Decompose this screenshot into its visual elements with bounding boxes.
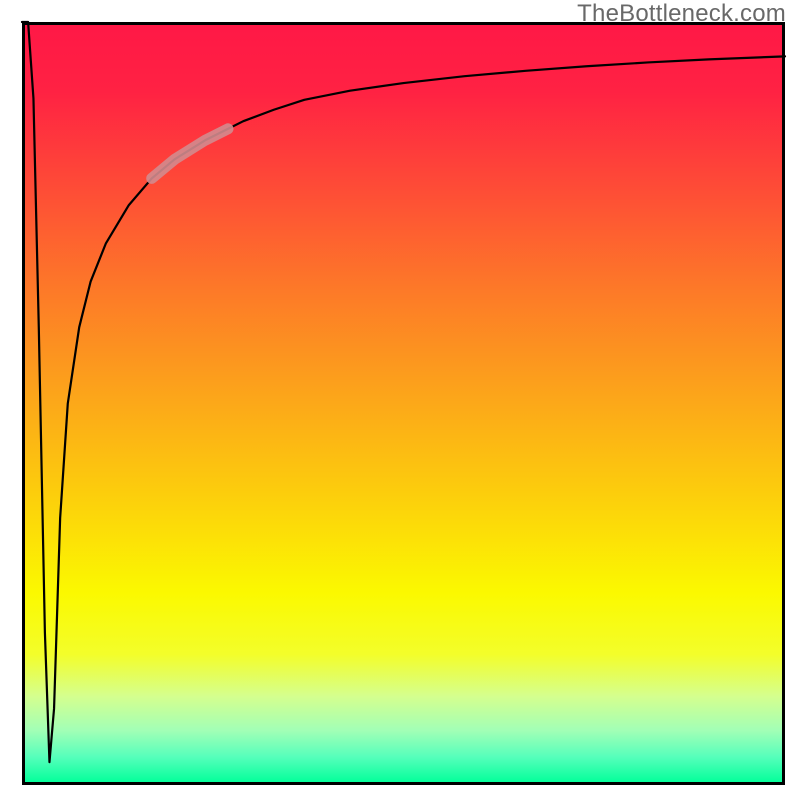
watermark-text: TheBottleneck.com xyxy=(577,0,786,28)
gradient-background xyxy=(24,24,784,784)
chart-container: TheBottleneck.com xyxy=(0,0,800,800)
chart-svg xyxy=(0,0,800,800)
